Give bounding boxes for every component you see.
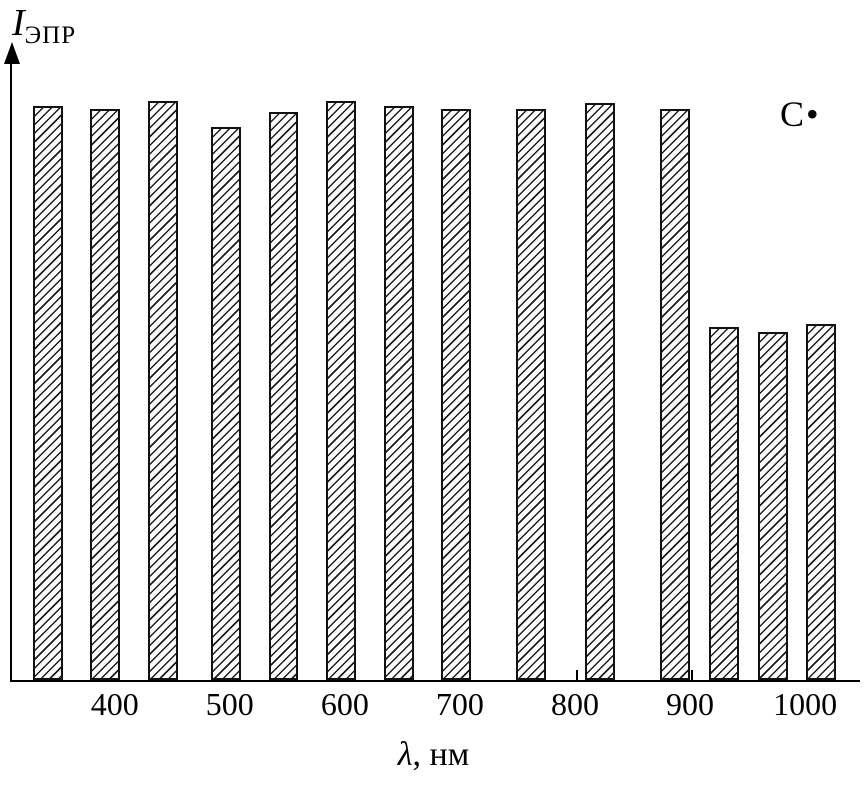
bar	[757, 332, 788, 680]
bar	[268, 112, 299, 680]
y-axis-symbol: I	[12, 2, 25, 44]
bar	[147, 101, 178, 680]
x-axis-tick	[575, 670, 578, 680]
bar	[326, 101, 357, 680]
bar	[709, 327, 740, 680]
bar	[90, 109, 121, 680]
x-axis-unit: , нм	[412, 736, 470, 773]
bar	[441, 109, 472, 680]
bar	[805, 324, 836, 680]
x-axis-symbol: λ	[397, 736, 413, 773]
x-tick-label: 400	[90, 686, 139, 722]
radical-annotation: C•	[780, 94, 821, 134]
bar	[383, 106, 414, 680]
bar	[659, 109, 690, 680]
x-tick-label: 600	[320, 686, 369, 722]
x-axis-label: λ, нм	[0, 738, 867, 772]
y-axis-label: IЭПР	[12, 4, 76, 50]
x-tick-label: 700	[435, 686, 484, 722]
x-tick-labels: 400 500 600 700 800 900 1000	[10, 688, 858, 728]
bar	[515, 109, 546, 680]
x-tick-label: 1000	[773, 686, 838, 722]
y-axis-arrowhead-icon	[4, 42, 20, 64]
x-tick-label: 500	[205, 686, 254, 722]
x-tick-label: 800	[550, 686, 599, 722]
x-tick-label: 900	[666, 686, 714, 722]
bar	[211, 127, 241, 680]
x-axis-tick	[691, 670, 693, 680]
bar	[32, 106, 63, 680]
y-axis-subscript: ЭПР	[24, 22, 77, 49]
plot-area	[10, 60, 860, 682]
bar	[585, 103, 615, 680]
